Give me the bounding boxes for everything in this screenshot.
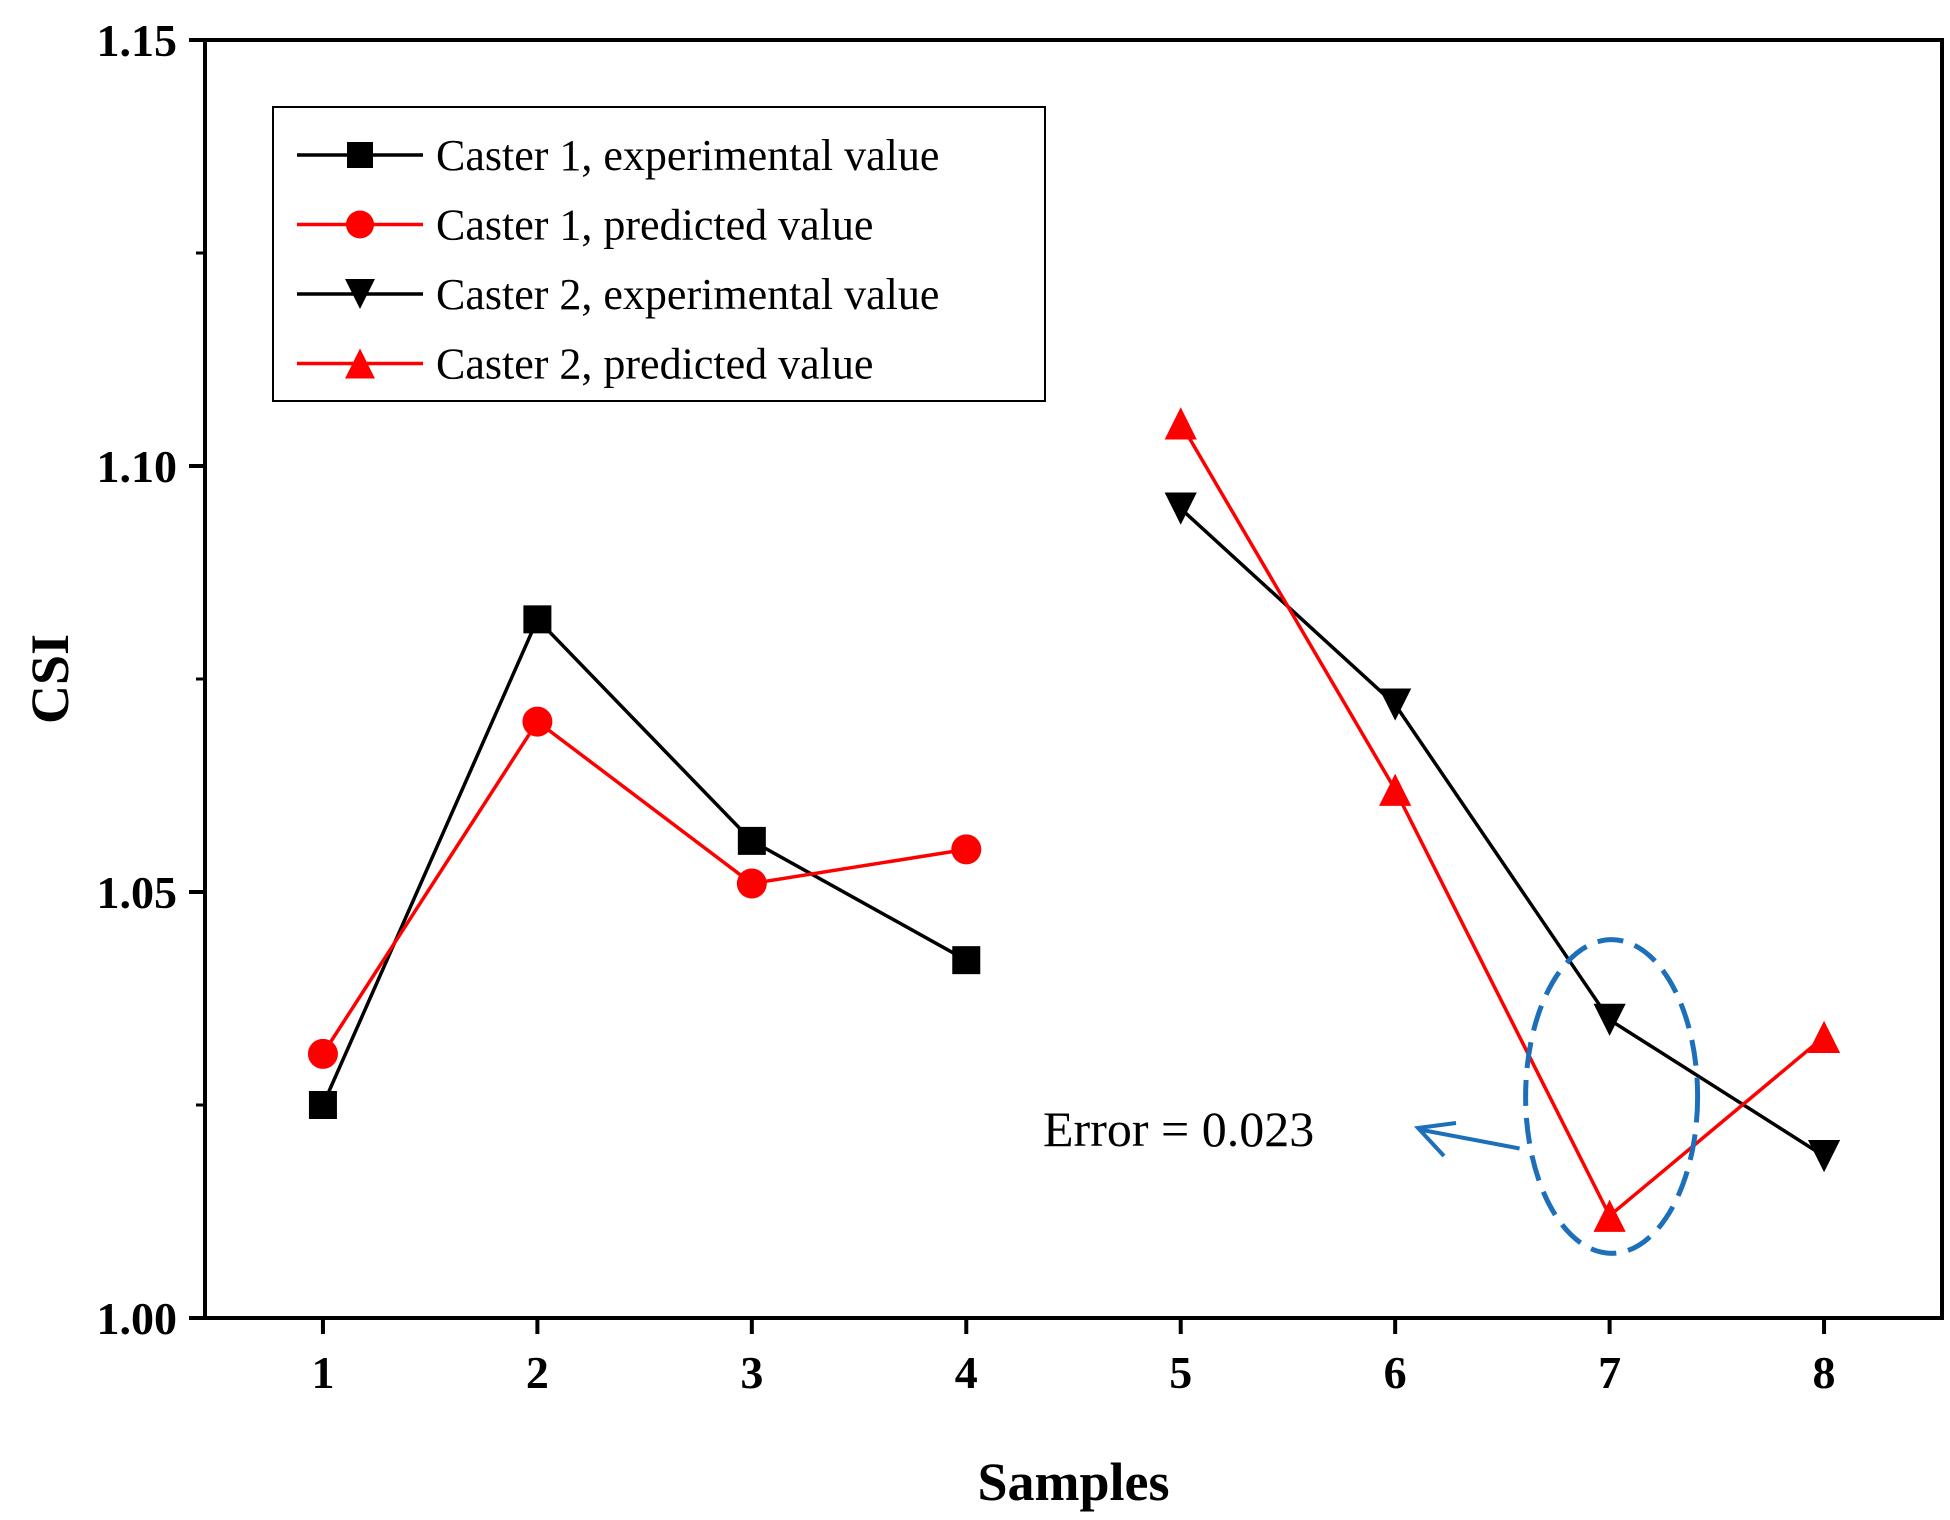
annotation-text: Error = 0.023: [1043, 1101, 1314, 1157]
data-point: [522, 706, 553, 737]
data-point: [951, 834, 982, 865]
data-point: [1593, 1199, 1626, 1232]
annotation-arrow-head: [1413, 1121, 1457, 1158]
series-lines: [321, 422, 1826, 1219]
data-point: [1164, 492, 1197, 525]
data-point: [1807, 1020, 1841, 1053]
data-point: [1807, 1140, 1841, 1173]
data-point: [952, 946, 981, 975]
legend-marker: [346, 210, 374, 239]
plot-area-frame: [203, 38, 1944, 1320]
y-tick-label: 1.05: [97, 867, 178, 918]
legend-label: Caster 2, predicted value: [436, 340, 873, 389]
x-tick-label: 6: [1384, 1347, 1407, 1398]
annotation-arrow: [1421, 1128, 1520, 1151]
y-tick-label: 1.00: [97, 1293, 178, 1344]
y-tick-labels: 1.00 1.05 1.10 1.15: [97, 15, 178, 1344]
series-line-4: [1179, 422, 1826, 1219]
data-point: [523, 605, 552, 634]
data-point: [737, 826, 766, 855]
x-axis-label: Samples: [977, 1452, 1169, 1512]
legend-marker: [345, 348, 375, 379]
y-tick-label: 1.15: [97, 15, 178, 66]
legend-marker: [347, 142, 373, 168]
legend: Caster 1, experimental value Caster 1, pr…: [272, 106, 1046, 402]
x-tick-labels: 1 2 3 4 5 6 7 8: [311, 1347, 1835, 1398]
data-point: [307, 1038, 338, 1069]
data-point: [1379, 773, 1412, 806]
highlight-ellipse: [1523, 937, 1701, 1256]
error-annotation: Error = 0.023: [1043, 937, 1701, 1256]
y-axis-label: CSI: [20, 634, 80, 724]
x-tick-label: 2: [526, 1347, 549, 1398]
x-tick-label: 4: [955, 1347, 978, 1398]
series-markers: [307, 407, 1841, 1232]
x-tick-label: 7: [1598, 1347, 1621, 1398]
series-line-2: [321, 719, 967, 1055]
series-line-1: [321, 616, 968, 1106]
legend-label: Caster 1, experimental value: [436, 131, 939, 180]
series-line-3: [1179, 507, 1825, 1158]
x-tick-label: 3: [740, 1347, 763, 1398]
legend-marker: [345, 279, 375, 309]
data-point: [1164, 407, 1197, 440]
x-tick-label: 1: [311, 1347, 334, 1398]
y-tick-label: 1.10: [97, 441, 178, 492]
legend-label: Caster 1, predicted value: [436, 201, 873, 250]
data-point: [1379, 688, 1412, 721]
data-point: [736, 868, 767, 899]
x-tick-label: 5: [1169, 1347, 1192, 1398]
legend-label: Caster 2, experimental value: [436, 270, 939, 319]
data-point: [1593, 1003, 1626, 1036]
data-point: [308, 1091, 337, 1119]
x-tick-label: 8: [1813, 1347, 1836, 1398]
